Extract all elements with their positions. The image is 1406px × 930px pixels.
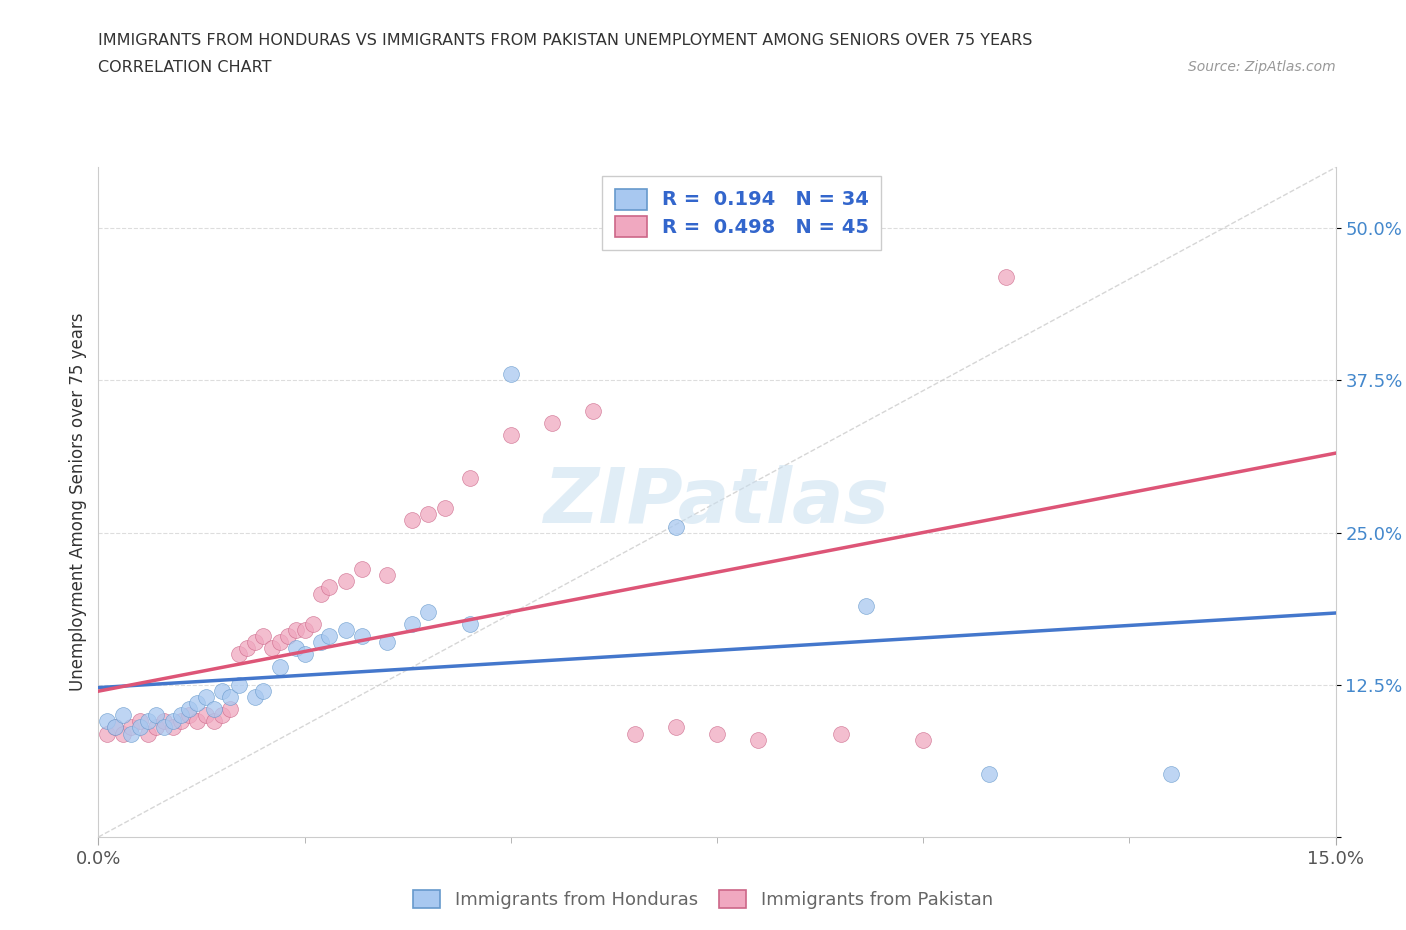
Point: [202, 702, 225, 717]
Point: [401, 513, 423, 528]
Point: [855, 598, 877, 613]
Point: [211, 708, 233, 723]
Point: [352, 562, 374, 577]
Point: [269, 659, 291, 674]
Point: [499, 367, 522, 382]
Point: [162, 714, 184, 729]
Point: [269, 635, 291, 650]
Point: [665, 720, 688, 735]
Point: [294, 622, 316, 637]
Legend: R =  0.194   N = 34, R =  0.498   N = 45: R = 0.194 N = 34, R = 0.498 N = 45: [602, 177, 882, 250]
Point: [104, 720, 127, 735]
Point: [665, 519, 688, 534]
Point: [252, 684, 274, 698]
Point: [252, 629, 274, 644]
Point: [401, 617, 423, 631]
Legend: Immigrants from Honduras, Immigrants from Pakistan: Immigrants from Honduras, Immigrants fro…: [406, 883, 1000, 916]
Point: [194, 708, 217, 723]
Point: [260, 641, 283, 656]
Point: [623, 726, 645, 741]
Point: [219, 689, 242, 704]
Point: [120, 726, 142, 741]
Text: Source: ZipAtlas.com: Source: ZipAtlas.com: [1188, 60, 1336, 74]
Point: [418, 507, 440, 522]
Point: [120, 720, 142, 735]
Point: [309, 635, 332, 650]
Text: IMMIGRANTS FROM HONDURAS VS IMMIGRANTS FROM PAKISTAN UNEMPLOYMENT AMONG SENIORS : IMMIGRANTS FROM HONDURAS VS IMMIGRANTS F…: [98, 33, 1033, 47]
Point: [277, 629, 299, 644]
Point: [228, 647, 250, 662]
Point: [294, 647, 316, 662]
Point: [236, 641, 259, 656]
Point: [747, 732, 769, 747]
Point: [541, 416, 564, 431]
Point: [228, 677, 250, 692]
Point: [335, 622, 357, 637]
Point: [145, 720, 167, 735]
Point: [830, 726, 852, 741]
Point: [1160, 766, 1182, 781]
Point: [112, 726, 135, 741]
Point: [202, 714, 225, 729]
Point: [285, 641, 308, 656]
Y-axis label: Unemployment Among Seniors over 75 years: Unemployment Among Seniors over 75 years: [69, 313, 87, 691]
Point: [582, 404, 605, 418]
Point: [243, 689, 266, 704]
Point: [706, 726, 728, 741]
Text: ZIPatlas: ZIPatlas: [544, 465, 890, 539]
Point: [375, 635, 398, 650]
Point: [170, 708, 193, 723]
Point: [994, 270, 1017, 285]
Point: [375, 568, 398, 583]
Point: [96, 726, 118, 741]
Point: [153, 714, 176, 729]
Point: [186, 714, 208, 729]
Point: [211, 684, 233, 698]
Point: [352, 629, 374, 644]
Point: [309, 586, 332, 601]
Point: [458, 471, 481, 485]
Point: [136, 714, 159, 729]
Point: [104, 720, 127, 735]
Point: [179, 708, 201, 723]
Point: [418, 604, 440, 619]
Point: [136, 726, 159, 741]
Text: CORRELATION CHART: CORRELATION CHART: [98, 60, 271, 75]
Point: [318, 580, 340, 595]
Point: [170, 714, 193, 729]
Point: [285, 622, 308, 637]
Point: [162, 720, 184, 735]
Point: [112, 708, 135, 723]
Point: [219, 702, 242, 717]
Point: [153, 720, 176, 735]
Point: [128, 720, 150, 735]
Point: [128, 714, 150, 729]
Point: [302, 617, 325, 631]
Point: [179, 702, 201, 717]
Point: [318, 629, 340, 644]
Point: [458, 617, 481, 631]
Point: [912, 732, 935, 747]
Point: [145, 708, 167, 723]
Point: [243, 635, 266, 650]
Point: [499, 428, 522, 443]
Point: [96, 714, 118, 729]
Point: [335, 574, 357, 589]
Point: [979, 766, 1001, 781]
Point: [186, 696, 208, 711]
Point: [433, 501, 456, 516]
Point: [194, 689, 217, 704]
